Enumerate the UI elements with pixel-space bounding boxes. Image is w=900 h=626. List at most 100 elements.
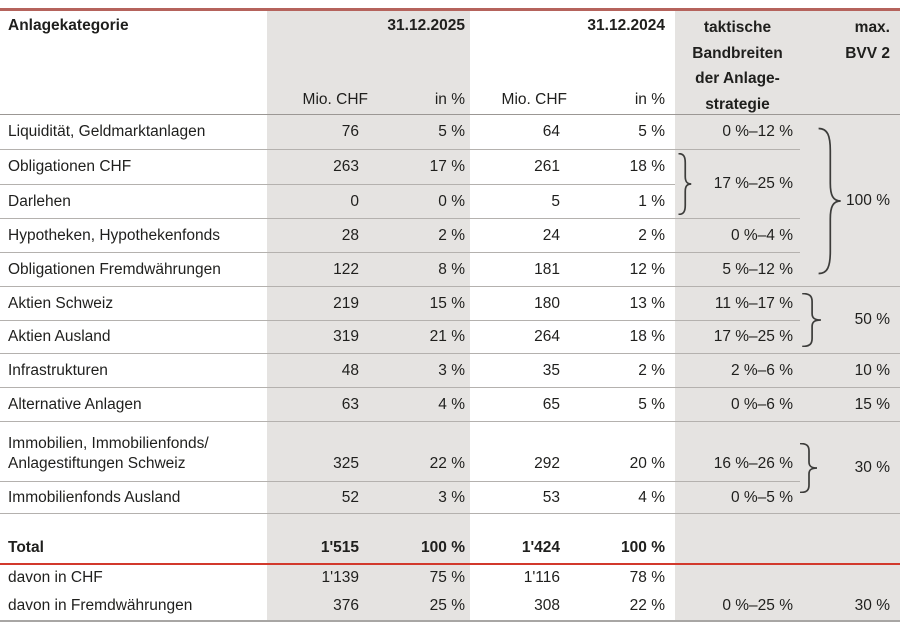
total-bandwidth-empty <box>675 532 800 565</box>
header-sub-pct-2024: in % <box>634 90 665 108</box>
cell-mio-2025: 325 <box>267 422 368 482</box>
cell-mio-2024: 5 <box>470 185 567 219</box>
cell-mio-2025: 1'139 <box>321 569 359 587</box>
cell-mio-2024: 24 <box>470 219 567 253</box>
cell-max-aktien-group: 50 % <box>800 287 900 354</box>
cell-pct-2025: 15 % <box>368 287 470 321</box>
max-group-value: 30 % <box>854 458 890 476</box>
total-max-empty <box>800 532 900 565</box>
cell-mio-2024: 292 <box>470 422 567 482</box>
cell-bandwidth: 16 %–26 % <box>675 422 800 482</box>
header-max-bvv2: max. BVV 2 <box>800 11 900 115</box>
cell-pct-2024: 5 % <box>567 115 675 150</box>
cell-pct-2025: 5 % <box>368 115 470 150</box>
cell-mio-2025: 28 <box>267 219 368 253</box>
cell-pct-2025: 17 % <box>368 150 470 185</box>
header-sub-mio-2024: Mio. CHF <box>501 90 567 108</box>
cell-pct-2024: 2 % <box>567 219 675 253</box>
cell-pct-2025: 25 % <box>429 596 465 614</box>
column-highlight-strategy <box>675 11 900 620</box>
cell-bandwidth: 2 %–6 % <box>675 354 800 388</box>
cell-mio-2025: 122 <box>267 253 368 287</box>
cell-max: 30 % <box>854 596 890 614</box>
header-date-2025: 31.12.2025 <box>387 17 465 34</box>
bandwidth-group-value: 17 %–25 % <box>713 175 793 193</box>
cell-bandwidth: 0 %–5 % <box>675 482 800 514</box>
cell-pct-2025: 3 % <box>368 482 470 514</box>
cell-pct-2024: 12 % <box>567 253 675 287</box>
cell-mio-2024: 308 <box>534 596 560 614</box>
row-label: Immobilienfonds Ausland <box>0 482 267 514</box>
row-label: Darlehen <box>0 185 267 219</box>
cell-max: 10 % <box>800 354 900 388</box>
cell-pct-2024: 4 % <box>567 482 675 514</box>
curly-brace-icon <box>800 293 822 347</box>
cell-pct-2025: 0 % <box>368 185 470 219</box>
cell-pct-2025: 2 % <box>368 219 470 253</box>
header-2024: 31.12.2024 Mio. CHF in % <box>470 11 675 115</box>
cell-pct-2024: 20 % <box>567 422 675 482</box>
header-bandwidths-label: taktische Bandbreiten der Anlage- strate… <box>692 19 783 114</box>
cell-max-nominal-group: 100 % <box>800 115 900 287</box>
curly-brace-icon <box>798 443 818 493</box>
row-label: Obligationen CHF <box>0 150 267 185</box>
curly-brace-icon <box>677 153 692 215</box>
header-sub-mio-2025: Mio. CHF <box>302 90 368 108</box>
cell-bandwidth: 5 %–12 % <box>675 253 800 287</box>
cell-mio-2025: 219 <box>267 287 368 321</box>
cell-mio-2024: 181 <box>470 253 567 287</box>
cell-pct-2025: 21 % <box>368 321 470 354</box>
cell-mio-2024: 53 <box>470 482 567 514</box>
cell-mio-2024: 65 <box>470 388 567 422</box>
total-mio-2025: 1'515 <box>267 532 368 565</box>
cell-mio-2025: 376 <box>333 596 359 614</box>
row-label: Obligationen Fremdwährungen <box>0 253 267 287</box>
row-label: Immobilien, Immobilienfonds/ Anlagestift… <box>0 422 267 482</box>
cell-pct-2024: 1 % <box>567 185 675 219</box>
cell-bandwidth: 11 %–17 % <box>675 287 800 321</box>
row-label: Alternative Anlagen <box>0 388 267 422</box>
cell-mio-2025: 52 <box>267 482 368 514</box>
header-date-2024: 31.12.2024 <box>587 17 665 34</box>
cell-pct-2025: 3 % <box>368 354 470 388</box>
cell-pct-2024: 78 % <box>629 569 665 587</box>
cell-mio-2025: 0 <box>267 185 368 219</box>
cell-pct-2024: 18 % <box>567 150 675 185</box>
cell-pct-2024: 5 % <box>567 388 675 422</box>
max-group-value: 50 % <box>854 311 890 329</box>
header-category: Anlagekategorie <box>0 11 267 115</box>
header-max-bvv2-label: max. BVV 2 <box>845 19 890 62</box>
cell-pct-2024: 22 % <box>629 596 665 614</box>
row-label: davon in CHF <box>8 569 103 587</box>
cell-mio-2024: 264 <box>470 321 567 354</box>
cell-pct-2025: 75 % <box>429 569 465 587</box>
cell-pct-2025: 8 % <box>368 253 470 287</box>
row-label: Hypotheken, Hypothekenfonds <box>0 219 267 253</box>
row-label: Infrastrukturen <box>0 354 267 388</box>
cell-bandwidth: 17 %–25 % <box>675 321 800 354</box>
total-pct-2024: 100 % <box>567 532 675 565</box>
header-sub-pct-2025: in % <box>434 90 465 108</box>
cell-pct-2025: 22 % <box>368 422 470 482</box>
cell-bandwidth: 0 %–6 % <box>675 388 800 422</box>
cell-mio-2024: 180 <box>470 287 567 321</box>
cell-mio-2025: 319 <box>267 321 368 354</box>
cell-bandwidth: 0 %–4 % <box>675 219 800 253</box>
cell-max: 15 % <box>800 388 900 422</box>
total-pct-2025: 100 % <box>368 532 470 565</box>
cell-mio-2025: 263 <box>267 150 368 185</box>
cell-pct-2024: 13 % <box>567 287 675 321</box>
header-bandwidths: taktische Bandbreiten der Anlage- strate… <box>675 11 800 115</box>
cell-bandwidth: 0 %–12 % <box>675 115 800 150</box>
max-group-value: 100 % <box>846 191 890 209</box>
cell-pct-2024: 18 % <box>567 321 675 354</box>
cell-mio-2025: 48 <box>267 354 368 388</box>
cell-mio-2024: 64 <box>470 115 567 150</box>
cell-mio-2024: 261 <box>470 150 567 185</box>
cell-mio-2025: 63 <box>267 388 368 422</box>
cell-max-immobilien-group: 30 % <box>800 422 900 514</box>
row-label: Liquidität, Geldmarktanlagen <box>0 115 267 150</box>
row-label: Aktien Ausland <box>0 321 267 354</box>
cell-bandwidth-group-obligationen: 17 %–25 % <box>675 150 800 219</box>
